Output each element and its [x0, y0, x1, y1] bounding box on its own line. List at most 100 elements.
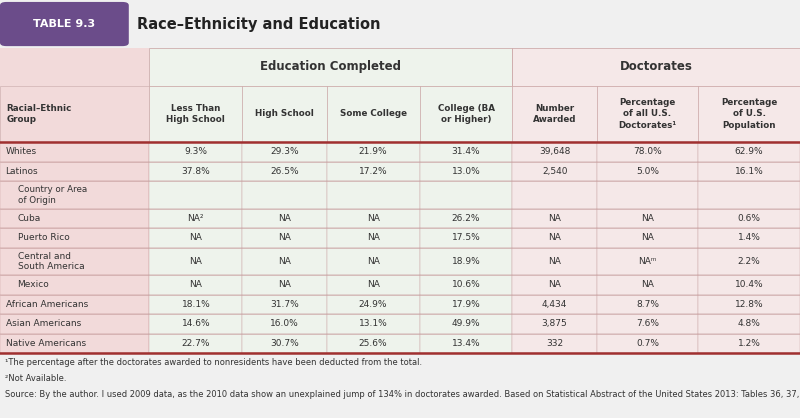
- Text: 37.8%: 37.8%: [182, 167, 210, 176]
- Text: 62.9%: 62.9%: [735, 148, 763, 156]
- Text: ¹The percentage after the doctorates awarded to nonresidents have been deducted : ¹The percentage after the doctorates awa…: [5, 358, 422, 367]
- Bar: [0, 0, 800, 48]
- Bar: [242, 86, 326, 142]
- Text: Percentage
of U.S.
Population: Percentage of U.S. Population: [721, 98, 778, 130]
- Text: NA: NA: [366, 233, 379, 242]
- Bar: [698, 162, 800, 181]
- Text: NA: NA: [641, 280, 654, 289]
- Bar: [419, 334, 513, 353]
- Bar: [597, 228, 698, 247]
- Bar: [150, 181, 242, 209]
- Text: College (BA
or Higher): College (BA or Higher): [438, 104, 494, 124]
- Text: NA: NA: [278, 257, 291, 266]
- Bar: [597, 334, 698, 353]
- Text: 10.4%: 10.4%: [735, 280, 763, 289]
- Text: Doctorates: Doctorates: [620, 60, 693, 74]
- Bar: [0, 314, 150, 334]
- Text: NA: NA: [548, 257, 561, 266]
- Text: 1.2%: 1.2%: [738, 339, 761, 348]
- Text: Mexico: Mexico: [18, 280, 50, 289]
- Bar: [0, 162, 150, 181]
- Bar: [419, 142, 513, 162]
- Text: 0.6%: 0.6%: [738, 214, 761, 223]
- Bar: [419, 314, 513, 334]
- Bar: [242, 334, 326, 353]
- Bar: [242, 181, 326, 209]
- Bar: [326, 275, 419, 295]
- Text: Country or Area
of Origin: Country or Area of Origin: [18, 185, 87, 204]
- Text: TABLE 9.3: TABLE 9.3: [34, 19, 95, 29]
- Text: NA: NA: [278, 233, 291, 242]
- Bar: [513, 334, 597, 353]
- Text: NA: NA: [366, 214, 379, 223]
- Text: 8.7%: 8.7%: [636, 300, 659, 309]
- Text: Whites: Whites: [6, 148, 37, 156]
- Bar: [597, 86, 698, 142]
- Bar: [419, 228, 513, 247]
- Bar: [242, 314, 326, 334]
- Text: Latinos: Latinos: [6, 167, 38, 176]
- Text: NA: NA: [641, 214, 654, 223]
- Bar: [150, 162, 242, 181]
- Bar: [242, 275, 326, 295]
- Text: 9.3%: 9.3%: [184, 148, 207, 156]
- Text: 12.8%: 12.8%: [735, 300, 763, 309]
- Text: 17.9%: 17.9%: [452, 300, 480, 309]
- Text: NA: NA: [366, 257, 379, 266]
- Bar: [150, 86, 242, 142]
- Bar: [150, 247, 242, 275]
- Bar: [597, 314, 698, 334]
- Text: 3,875: 3,875: [542, 319, 567, 329]
- Bar: [150, 48, 513, 86]
- Text: Asian Americans: Asian Americans: [6, 319, 81, 329]
- Text: 17.5%: 17.5%: [452, 233, 480, 242]
- Bar: [326, 86, 419, 142]
- Text: NAᵐ: NAᵐ: [638, 257, 657, 266]
- Text: 26.5%: 26.5%: [270, 167, 298, 176]
- Bar: [698, 181, 800, 209]
- Bar: [597, 209, 698, 228]
- Text: 21.9%: 21.9%: [358, 148, 387, 156]
- Bar: [513, 209, 597, 228]
- Bar: [0, 142, 150, 162]
- Bar: [326, 314, 419, 334]
- Bar: [326, 295, 419, 314]
- Text: African Americans: African Americans: [6, 300, 88, 309]
- Bar: [419, 209, 513, 228]
- Bar: [419, 247, 513, 275]
- Bar: [698, 334, 800, 353]
- Bar: [698, 209, 800, 228]
- Bar: [0, 48, 150, 86]
- Text: NA: NA: [366, 280, 379, 289]
- Text: 4.8%: 4.8%: [738, 319, 761, 329]
- Bar: [419, 181, 513, 209]
- Text: 17.2%: 17.2%: [358, 167, 387, 176]
- Text: NA: NA: [548, 280, 561, 289]
- Bar: [0, 228, 150, 247]
- Text: 13.0%: 13.0%: [452, 167, 480, 176]
- Bar: [150, 142, 242, 162]
- Text: NA: NA: [190, 257, 202, 266]
- Bar: [242, 209, 326, 228]
- Bar: [150, 209, 242, 228]
- Bar: [513, 48, 800, 86]
- Text: Source: By the author. I used 2009 data, as the 2010 data show an unexplained ju: Source: By the author. I used 2009 data,…: [5, 390, 800, 399]
- Bar: [419, 275, 513, 295]
- Bar: [326, 247, 419, 275]
- Text: 22.7%: 22.7%: [182, 339, 210, 348]
- Bar: [597, 162, 698, 181]
- Bar: [242, 142, 326, 162]
- Bar: [0, 275, 150, 295]
- Text: NA: NA: [190, 233, 202, 242]
- Bar: [597, 275, 698, 295]
- Bar: [513, 247, 597, 275]
- Bar: [150, 314, 242, 334]
- Text: 332: 332: [546, 339, 563, 348]
- Bar: [513, 181, 597, 209]
- Text: High School: High School: [255, 110, 314, 118]
- Bar: [597, 295, 698, 314]
- Text: NA: NA: [548, 233, 561, 242]
- Bar: [698, 295, 800, 314]
- Bar: [597, 247, 698, 275]
- Bar: [0, 334, 150, 353]
